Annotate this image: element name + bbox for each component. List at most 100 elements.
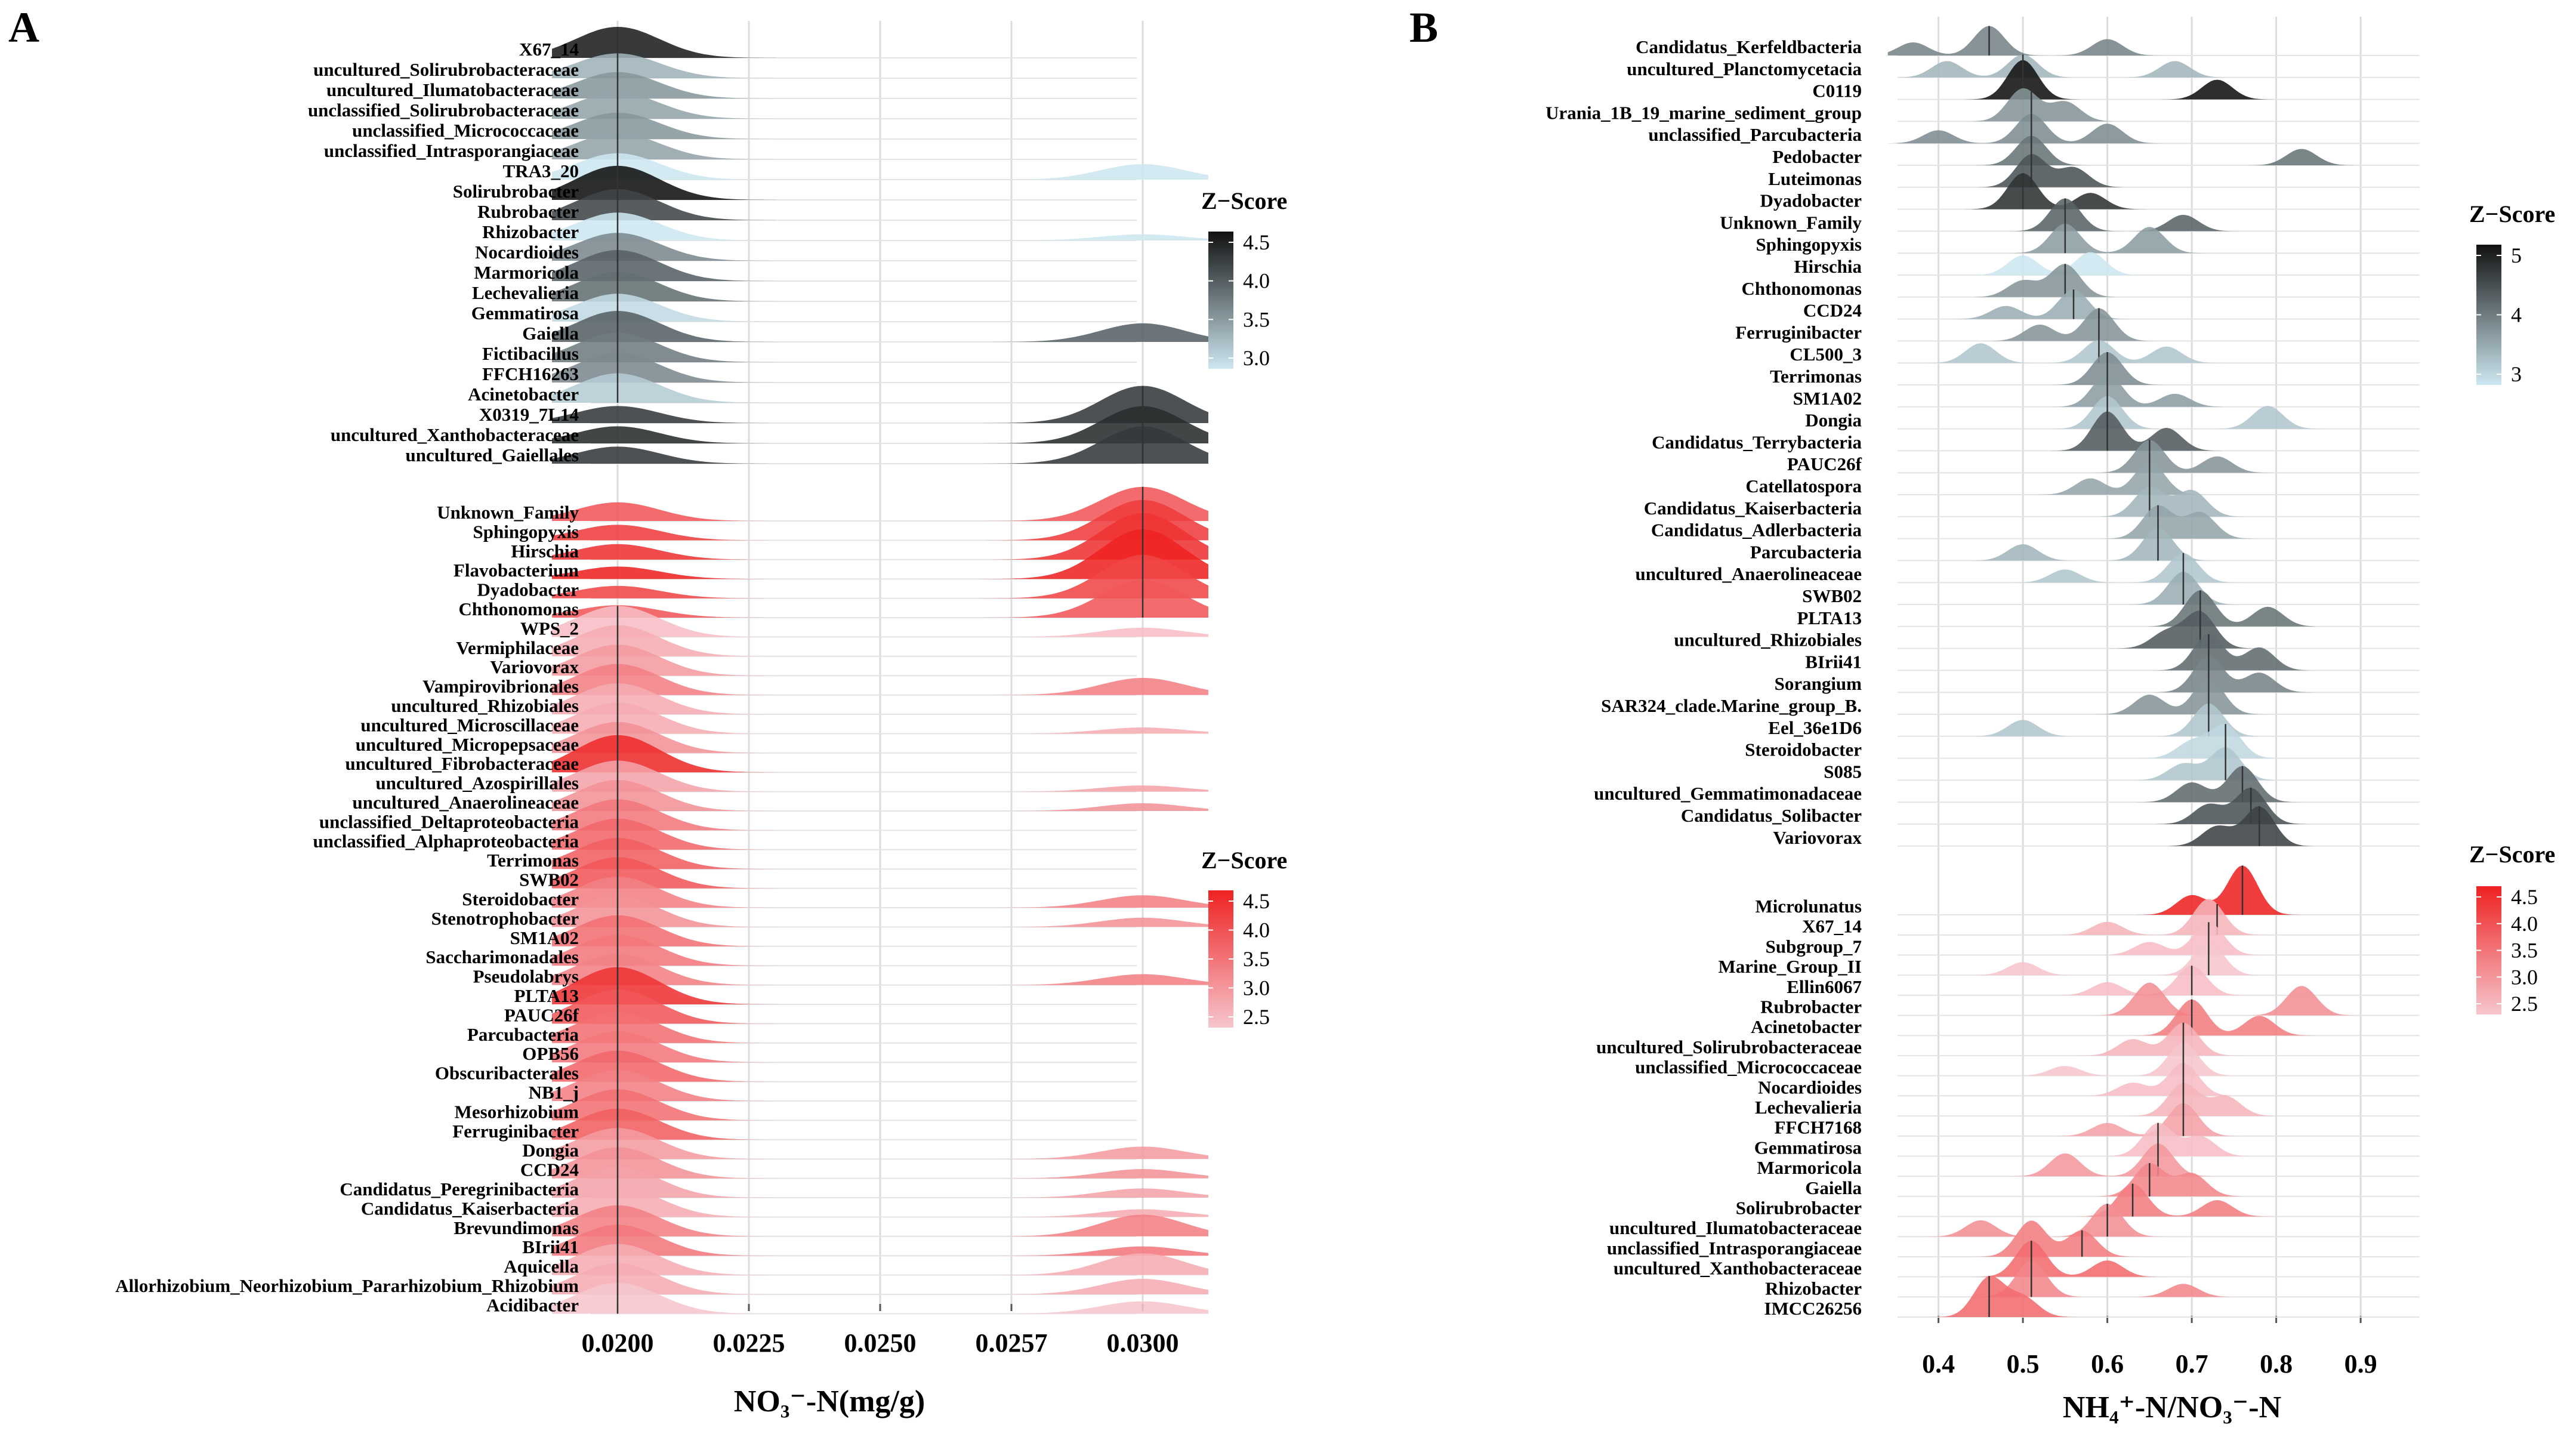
density-ridge: [1887, 590, 2395, 627]
density-ridge: [1887, 264, 2395, 297]
taxon-label: Marmoricola: [1757, 1157, 1862, 1178]
taxon-label: Terrimonas: [487, 850, 579, 871]
density-ridge: [1887, 173, 2395, 209]
taxon-label: Candidatus_Kaiserbacteria: [361, 1198, 579, 1219]
taxon-label: Eel_36e1D6: [1768, 717, 1862, 738]
taxon-label: Mesorhizobium: [455, 1101, 579, 1122]
panel-b: B 0.4 0.5 0.6 0.7 0.8 0.9 Candidatus_Kerfeldba…: [1409, 4, 2555, 1424]
legend-tick-label: 4.5: [1243, 230, 1270, 254]
density-ridge: [1887, 440, 2395, 473]
taxon-label: uncultured_Xanthobacteraceae: [331, 424, 579, 445]
density-ridge: [1887, 1103, 2395, 1136]
density-ridge: [1887, 1143, 2395, 1177]
legend-tick-label: 2.5: [2511, 992, 2538, 1016]
taxon-label: uncultured_Solirubrobacteraceae: [313, 59, 579, 80]
x-tick-label: 0.0250: [844, 1328, 917, 1358]
taxon-label: uncultured_Ilumatobacteraceae: [326, 79, 579, 100]
taxon-label: Ferruginibacter: [452, 1121, 579, 1142]
taxon-label: Unknown_Family: [1720, 212, 1862, 233]
taxon-label: Parcubacteria: [467, 1024, 579, 1045]
taxon-label: unclassified_Intrasporangiaceae: [324, 140, 579, 161]
x-tick-label: 0.0300: [1107, 1328, 1179, 1358]
taxon-label: FFCH16263: [482, 363, 579, 384]
density-ridge: [1887, 340, 2395, 363]
density-ridge: [1887, 1162, 2395, 1197]
legend-tick-label: 3.0: [2511, 965, 2538, 989]
density-ridge: [1887, 54, 2395, 78]
density-ridge: [1887, 462, 2395, 495]
taxon-label: unclassified_Alphaproteobacteria: [313, 831, 579, 852]
taxon-label: Obscuribacterales: [435, 1063, 579, 1084]
ridge-group-top: X67_14uncultured_Solirubrobacteraceaeunc…: [308, 27, 1287, 465]
x-tick-label: 0.9: [2344, 1349, 2377, 1379]
taxon-label: NB1_j: [529, 1082, 579, 1103]
taxon-label: Vermiphilaceae: [456, 637, 579, 658]
taxon-label: Hirschia: [1794, 256, 1862, 277]
taxon-label: Candidatus_Adlerbacteria: [1651, 520, 1862, 541]
taxon-label: Lechevalieria: [1755, 1097, 1862, 1118]
density-ridge: [1887, 113, 2395, 144]
panel-b-label: B: [1409, 4, 1438, 51]
panel-a-ridges: 0.0200 0.0225 0.0250 0.0257 0.0300 X67_14uncu…: [115, 21, 1287, 1358]
legend-tick-label: 4.0: [2511, 912, 2538, 936]
x-tick-label: 0.0257: [976, 1328, 1048, 1358]
legend-tick-label: 3.5: [1243, 307, 1270, 331]
taxon-label: Chthonomonas: [1741, 278, 1862, 299]
taxon-label: Subgroup_7: [1766, 936, 1862, 957]
density-ridge: [1887, 610, 2395, 649]
taxon-label: uncultured_Gemmatimonadaceae: [1594, 783, 1862, 804]
taxon-label: Terrimonas: [1770, 366, 1862, 387]
taxon-label: Rubrobacter: [477, 201, 579, 222]
density-ridge: [1887, 1063, 2395, 1096]
taxon-label: Rhizobacter: [1765, 1278, 1862, 1299]
density-ridge: [1887, 374, 2395, 407]
legend-tick-label: 4: [2511, 303, 2522, 327]
taxon-label: OPB56: [522, 1043, 579, 1064]
taxon-label: S085: [1824, 761, 1862, 782]
taxon-label: unclassified_Intrasporangiaceae: [1607, 1238, 1862, 1259]
density-ridge: [1887, 505, 2395, 539]
legend-tick-label: 3.5: [2511, 939, 2538, 963]
density-ridge: [1887, 486, 2395, 517]
ridge-group-bottom: MicrolunatusX67_14Subgroup_7Marine_Group…: [1596, 841, 2555, 1319]
density-ridge: [1887, 411, 2395, 451]
density-ridge: [1887, 26, 2395, 55]
legend-tick-label: 5: [2511, 243, 2522, 267]
taxon-label: Urania_1B_19_marine_sediment_group: [1545, 102, 1862, 123]
zscore-legend: Z−Score 4.5 4.0 3.5 3.0: [1201, 187, 1287, 370]
grid-lines: 0.0200 0.0225 0.0250 0.0257 0.0300: [582, 21, 1179, 1358]
taxon-label: Rhizobacter: [482, 221, 579, 242]
legend-tick-label: 3.0: [1243, 346, 1270, 370]
taxon-label: Chthonomonas: [458, 599, 579, 619]
taxon-label: uncultured_Solirubrobacteraceae: [1596, 1037, 1862, 1057]
taxon-label: Marmoricola: [474, 262, 579, 283]
density-ridge: [1887, 634, 2395, 671]
taxon-label: CL500_3: [1790, 344, 1862, 365]
taxon-label: Nocardioides: [1758, 1077, 1862, 1097]
x-tick-label: 0.0200: [582, 1328, 654, 1358]
density-ridge: [1887, 999, 2395, 1036]
density-ridge: [1887, 289, 2395, 319]
taxon-label: uncultured_Micropepsaceae: [356, 734, 579, 755]
taxon-label: Candidatus_Peregrinibacteria: [340, 1179, 579, 1199]
taxon-label: Ellin6067: [1787, 976, 1862, 997]
taxon-label: uncultured_Planctomycetacia: [1627, 58, 1862, 79]
taxon-label: PAUC26f: [504, 1004, 579, 1025]
taxon-label: unclassified_Micrococcaceae: [352, 120, 579, 141]
taxon-label: Steroidobacter: [462, 889, 579, 909]
taxon-label: Candidatus_Terrybacteria: [1652, 431, 1862, 452]
taxon-label: Solirubrobacter: [453, 181, 579, 202]
x-tick-label: 0.8: [2260, 1349, 2293, 1379]
taxon-label: Rubrobacter: [1760, 997, 1862, 1017]
taxon-label: SM1A02: [510, 927, 579, 948]
taxon-label: X67_14: [1802, 916, 1862, 937]
taxon-label: Pseudolabrys: [473, 966, 579, 987]
legend-tick-label: 3.5: [1243, 947, 1270, 971]
taxon-label: Dyadobacter: [477, 579, 579, 600]
density-ridge: [1887, 678, 2395, 714]
taxon-label: BIrii41: [1805, 651, 1862, 672]
taxon-label: Brevundimonas: [454, 1217, 579, 1238]
taxon-label: Fictibacillus: [482, 343, 579, 364]
